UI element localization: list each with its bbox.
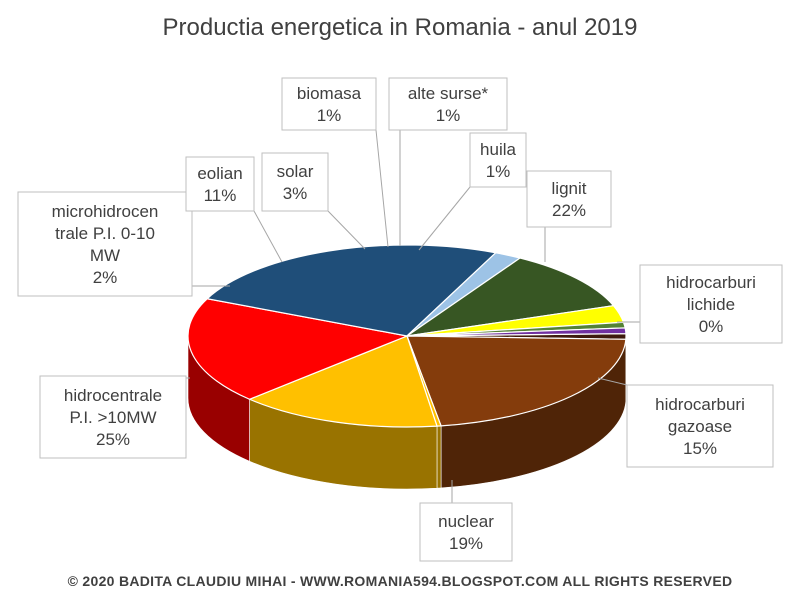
data-label-box	[39, 375, 187, 459]
data-label-name: MW	[90, 246, 120, 265]
data-label-microhidrocentrale-p-i-0-10-mw: microhidrocen trale P.I. 0-10 MW 2%	[17, 191, 230, 297]
pie-labels: huila1%lignit22%hidrocarburilichide0%hid…	[17, 77, 783, 562]
data-label-lignit: lignit 22%	[526, 170, 612, 262]
leader-line	[418, 186, 471, 251]
pie-sides	[187, 335, 627, 490]
data-label-box	[419, 502, 513, 562]
data-label-box	[281, 77, 377, 131]
chart-title: Productia energetica in Romania - anul 2…	[163, 14, 638, 41]
pie-slice-eolian	[406, 257, 615, 337]
data-label-value: 0%	[699, 317, 724, 336]
chart-footer: © 2020 BADITA CLAUDIU MIHAI - WWW.ROMANI…	[68, 573, 733, 589]
data-label-value: 1%	[436, 106, 461, 125]
data-label-value: 1%	[486, 162, 511, 181]
data-label-box	[626, 384, 774, 468]
data-label-name: hidrocarburi	[655, 395, 745, 414]
data-label-value: 19%	[449, 534, 483, 553]
data-label-name: huila	[480, 140, 516, 159]
pie-top	[187, 244, 627, 428]
data-label-box	[388, 77, 508, 131]
leader-line	[253, 210, 283, 263]
pie-slice-hidrocentrale-p-i-10mw	[205, 244, 497, 337]
data-label-hidrocarburi-gazoase: hidrocarburi gazoase 15%	[597, 377, 774, 468]
data-label-value: 1%	[317, 106, 342, 125]
data-label-name: solar	[277, 162, 314, 181]
data-label-box	[639, 264, 783, 344]
data-label-huila: huila 1%	[418, 132, 527, 251]
pie-slice-nuclear	[187, 298, 410, 400]
leader-line	[327, 210, 366, 250]
data-label-name: lignit	[552, 179, 587, 198]
pie-slice-hidrocarburi-gazoase	[247, 335, 438, 428]
data-label-nuclear: nuclear 19%	[419, 480, 513, 562]
data-label-name: alte surse*	[408, 84, 489, 103]
data-label-box	[261, 152, 329, 212]
data-label-box	[469, 132, 527, 188]
leader-line	[597, 377, 628, 386]
data-label-box	[17, 191, 193, 297]
data-label-value: 25%	[96, 430, 130, 449]
data-label-value: 15%	[683, 439, 717, 458]
data-label-box	[526, 170, 612, 228]
data-label-value: 22%	[552, 201, 586, 220]
data-label-name: microhidrocen	[52, 202, 159, 221]
data-label-name: lichide	[687, 295, 735, 314]
data-label-alte-surse: alte surse* 1%	[388, 77, 508, 246]
data-label-biomasa: biomasa 1%	[281, 77, 389, 248]
leader-line	[375, 129, 389, 248]
data-label-name: P.I. >10MW	[69, 408, 156, 427]
data-label-eolian: eolian 11%	[185, 156, 283, 263]
data-label-value: 2%	[93, 268, 118, 287]
data-label-solar: solar 3%	[261, 152, 366, 250]
pie-slice-lignit	[406, 335, 627, 427]
data-label-name: trale P.I. 0-10	[55, 224, 155, 243]
data-label-name: nuclear	[438, 512, 494, 531]
pie-side-hidrocarburi-lichide	[436, 425, 442, 489]
data-label-value: 3%	[283, 184, 308, 203]
data-label-name: hidrocarburi	[666, 273, 756, 292]
data-label-name: gazoase	[668, 417, 732, 436]
data-label-name: hidrocentrale	[64, 386, 162, 405]
data-label-hidrocentrale-p-i-10mw: hidrocentrale P.I. >10MW 25%	[39, 375, 190, 459]
data-label-value: 11%	[204, 186, 237, 205]
data-label-name: eolian	[197, 164, 242, 183]
pie-slice-alte-surse	[406, 327, 627, 337]
data-label-name: biomasa	[297, 84, 362, 103]
data-label-box	[185, 156, 255, 212]
data-label-hidrocarburi-lichide: hidrocarburi lichide 0%	[617, 264, 783, 344]
